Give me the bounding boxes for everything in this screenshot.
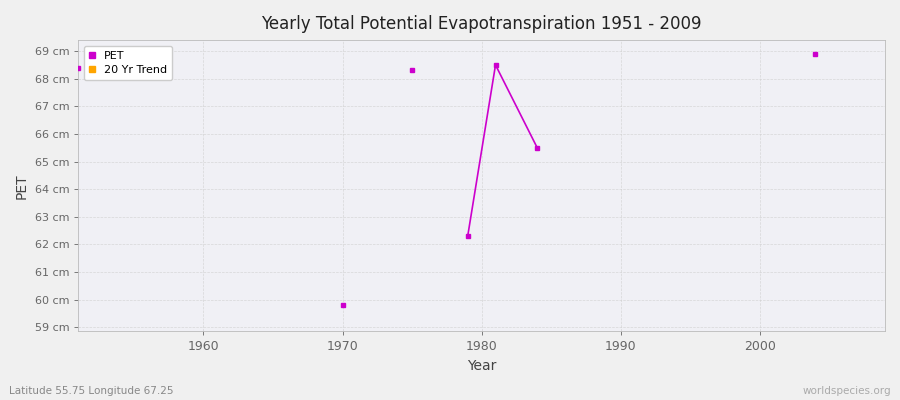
Text: Latitude 55.75 Longitude 67.25: Latitude 55.75 Longitude 67.25 xyxy=(9,386,174,396)
Legend: PET, 20 Yr Trend: PET, 20 Yr Trend xyxy=(84,46,173,80)
X-axis label: Year: Year xyxy=(467,359,496,373)
Title: Yearly Total Potential Evapotranspiration 1951 - 2009: Yearly Total Potential Evapotranspiratio… xyxy=(261,15,702,33)
Y-axis label: PET: PET xyxy=(15,173,29,198)
Text: worldspecies.org: worldspecies.org xyxy=(803,386,891,396)
